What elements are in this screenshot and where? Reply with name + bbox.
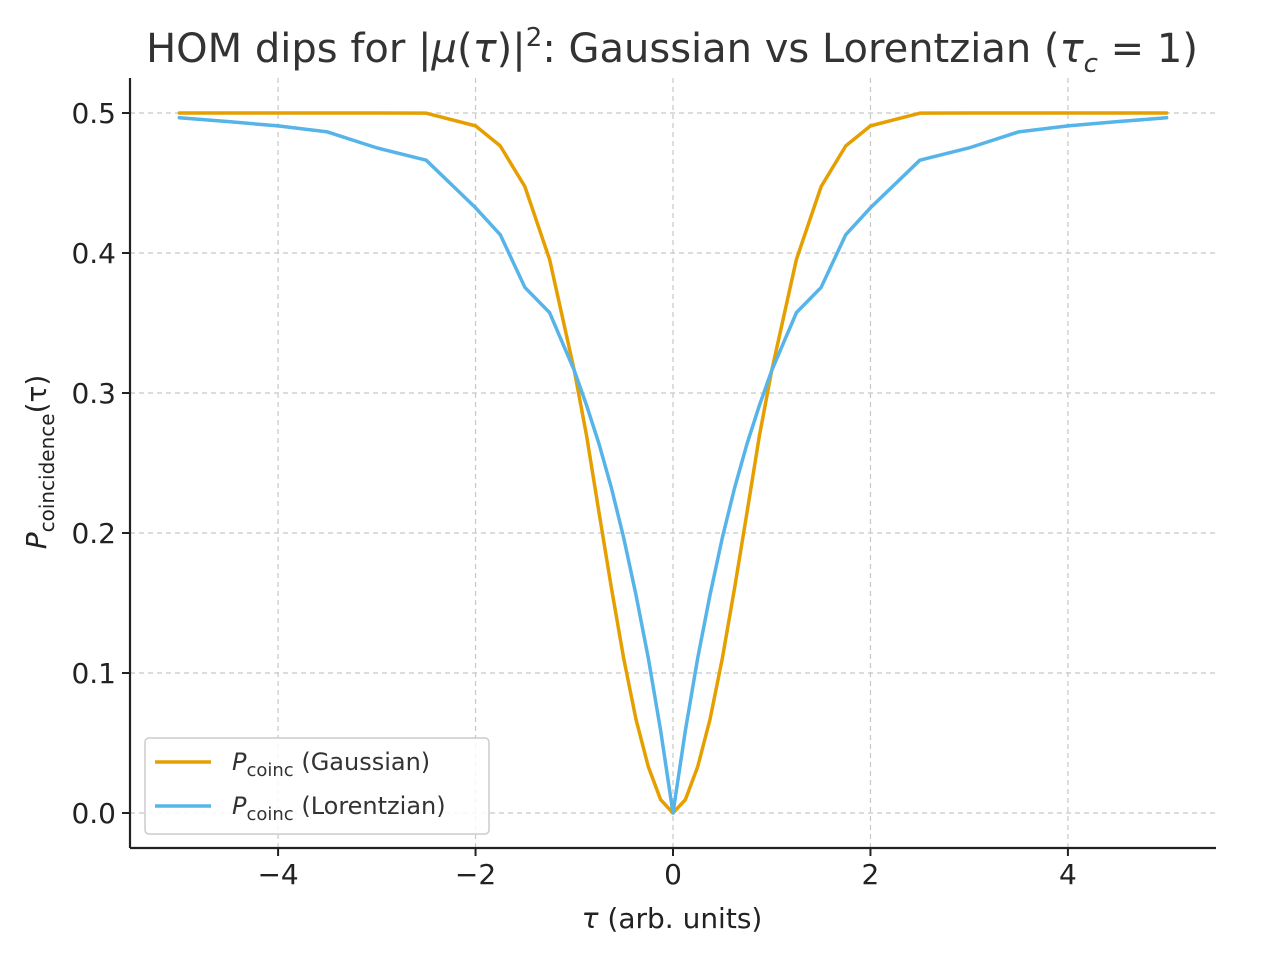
x-tick-label: −2 [455, 858, 496, 891]
x-tick-label: 2 [862, 858, 880, 891]
grid-lines [130, 78, 1216, 848]
chart-title: HOM dips for |μ(τ)|2: Gaussian vs Lorent… [146, 23, 1198, 79]
y-tick-label: 0.4 [71, 237, 116, 270]
x-tick-label: 4 [1059, 858, 1077, 891]
y-tick-label: 0.1 [71, 657, 116, 690]
y-ticks: 0.0 0.1 0.2 0.3 0.4 0.5 [71, 97, 130, 830]
legend: Pcoinc (Gaussian) Pcoinc (Lorentzian) [144, 737, 490, 835]
y-axis-label: Pcoincidence(τ) [20, 375, 59, 550]
legend-frame [144, 737, 490, 835]
y-tick-label: 0.2 [71, 517, 116, 550]
y-tick-label: 0.0 [71, 797, 116, 830]
y-tick-label: 0.5 [71, 97, 116, 130]
legend-label-gaussian: Pcoinc (Gaussian) [232, 748, 430, 781]
x-axis-label: τ (arb. units) [582, 902, 763, 935]
series-line-lorentzian [177, 116, 1169, 815]
x-tick-label: 0 [664, 858, 682, 891]
y-tick-label: 0.3 [71, 377, 116, 410]
x-ticks: −4 −2 0 2 4 [257, 848, 1077, 891]
series-lines [177, 111, 1169, 815]
x-tick-label: −4 [257, 858, 298, 891]
legend-label-lorentzian: Pcoinc (Lorentzian) [232, 792, 446, 825]
